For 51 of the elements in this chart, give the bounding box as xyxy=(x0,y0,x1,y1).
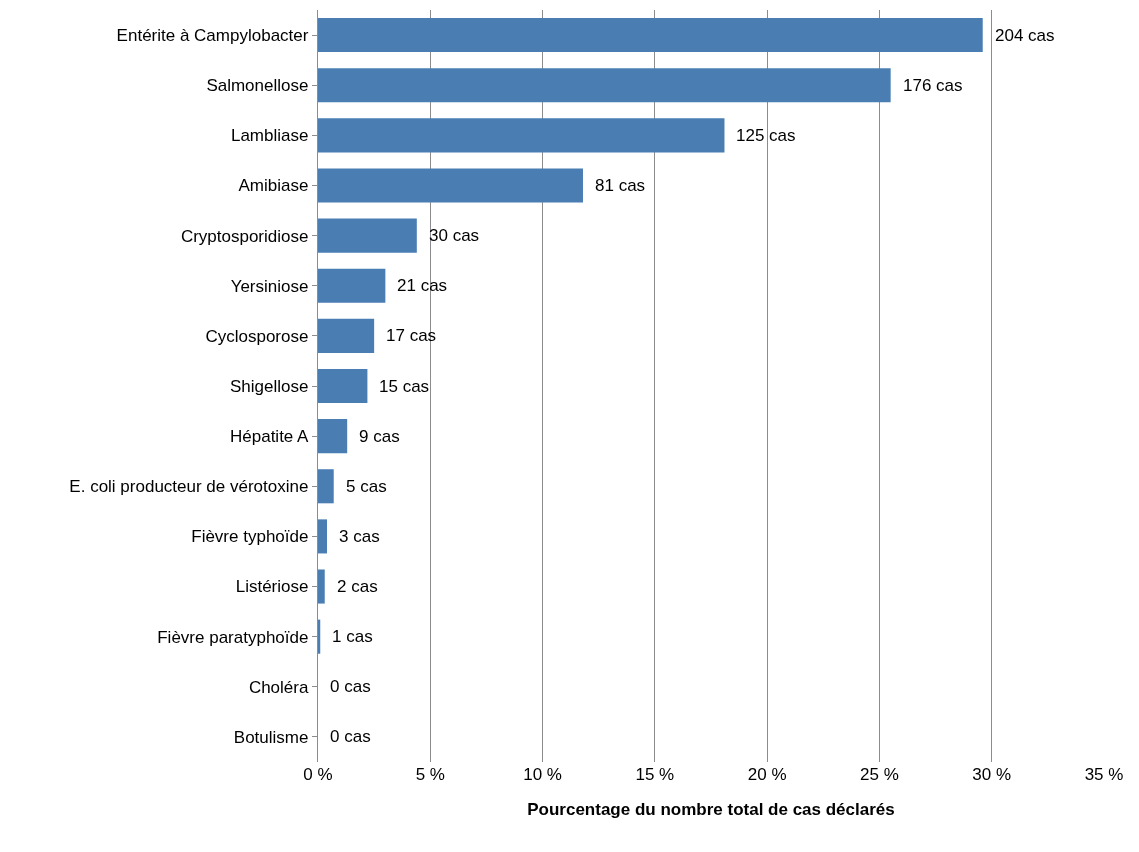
bar xyxy=(318,519,327,554)
annotation: 125 cas xyxy=(736,126,796,145)
bar xyxy=(318,469,334,504)
x-axis-title: Pourcentage du nombre total de cas déclarés xyxy=(527,800,895,820)
x-tick-label: 30 % xyxy=(972,765,1012,784)
y-tick-label: Fièvre typhoïde xyxy=(191,527,309,547)
x-tick-label: 0 % xyxy=(303,765,333,784)
y-tick-label: Salmonellose xyxy=(206,76,309,96)
annotation: 30 cas xyxy=(429,226,480,245)
bar xyxy=(318,419,348,454)
y-tick-label: Choléra xyxy=(248,677,309,697)
bar xyxy=(318,318,375,353)
y-tick-label: Shigellose xyxy=(230,376,309,396)
annotation: 15 cas xyxy=(379,377,430,396)
bar xyxy=(318,569,325,604)
bar xyxy=(318,18,983,53)
annotation: 5 cas xyxy=(346,477,387,496)
annotation: 81 cas xyxy=(595,176,646,195)
y-tick-label: Amibiase xyxy=(238,176,309,196)
annotation: 3 cas xyxy=(339,527,380,546)
annotation: 17 cas xyxy=(386,326,437,345)
y-tick-label: Fièvre paratyphoïde xyxy=(157,627,309,647)
bar xyxy=(318,268,386,303)
x-tick-label: 5 % xyxy=(415,765,445,784)
bar xyxy=(318,368,368,404)
annotation: 0 cas xyxy=(330,727,371,746)
bar xyxy=(318,68,891,103)
y-tick-label: Hépatite A xyxy=(230,427,310,447)
x-tick-label: 35 % xyxy=(1084,765,1124,784)
x-tick-label: 25 % xyxy=(860,765,899,784)
annotation: 0 cas xyxy=(330,677,371,696)
annotation: 204 cas xyxy=(995,26,1055,45)
bar xyxy=(318,168,583,203)
bar xyxy=(318,218,417,253)
y-tick-label: Listériose xyxy=(235,577,309,597)
y-tick-label: Cryptosporidiose xyxy=(180,226,309,246)
annotation: 2 cas xyxy=(337,577,378,596)
y-tick-label: Entérite à Campylobacter xyxy=(116,26,309,46)
y-tick-label: Botulisme xyxy=(233,727,309,747)
annotation: 176 cas xyxy=(903,76,963,95)
bar xyxy=(318,118,725,153)
annotation: 21 cas xyxy=(397,276,448,295)
y-tick-label: Cyclosporose xyxy=(205,326,309,346)
y-tick-label: E. coli producteur de vérotoxine xyxy=(69,477,309,497)
annotation: 1 cas xyxy=(332,627,373,646)
y-tick-label: Lambliase xyxy=(230,126,309,146)
y-tick-label: Yersiniose xyxy=(230,276,309,296)
annotation: 9 cas xyxy=(359,427,400,446)
x-tick-label: 15 % xyxy=(635,765,675,784)
x-tick-label: 20 % xyxy=(747,765,787,784)
x-tick-label: 10 % xyxy=(523,765,562,784)
